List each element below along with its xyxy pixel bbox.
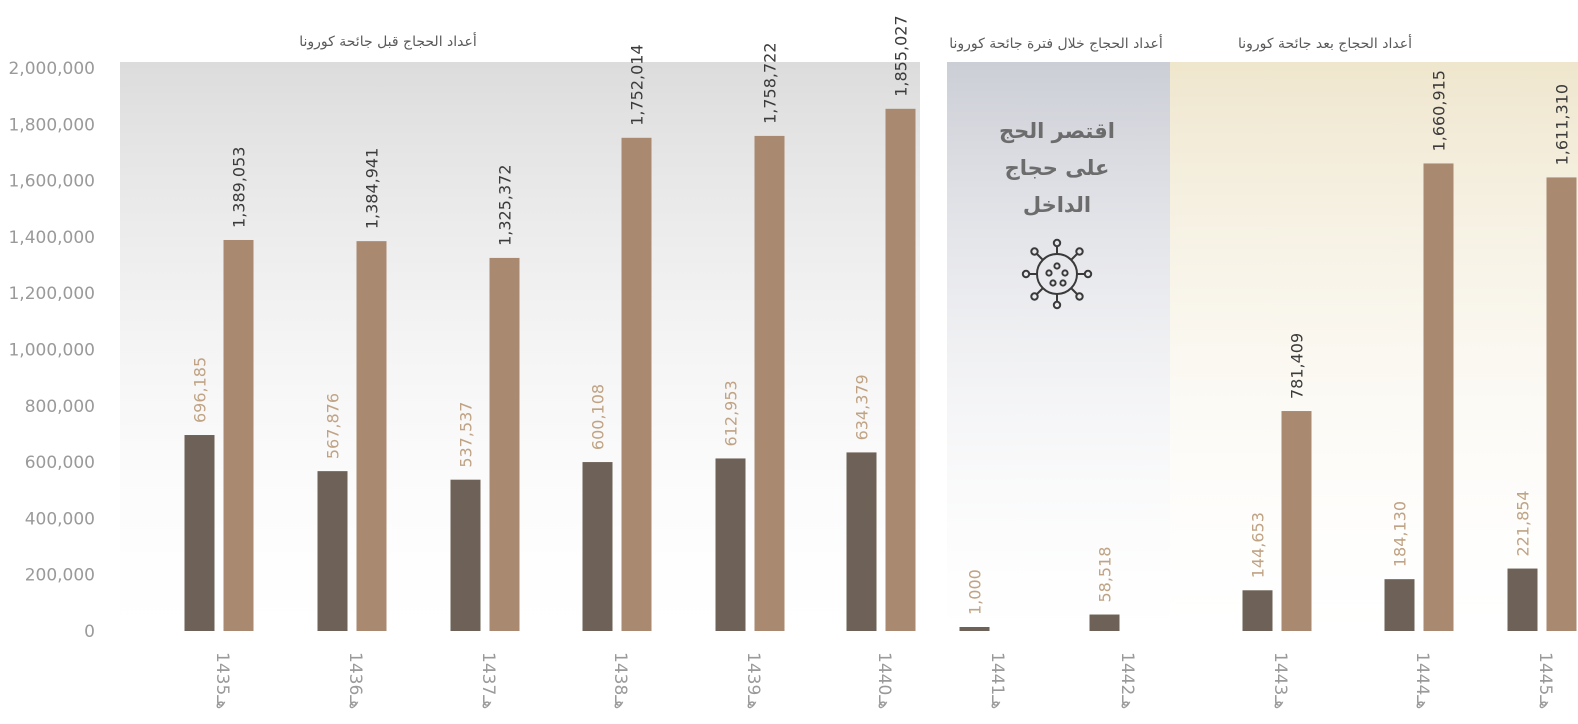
y-tick-label: 1,600,000 (8, 172, 95, 192)
y-tick-label: 0 (84, 622, 95, 642)
section-titles: أعداد الحجاج قبل جائحة كورونا أعداد الحج… (299, 32, 1412, 52)
bar-local-pilgrims (184, 435, 215, 631)
covid-note-line-2: على حجاج (1005, 156, 1110, 181)
data-label-local: 612,953 (722, 380, 741, 446)
section-title-before: أعداد الحجاج قبل جائحة كورونا (299, 32, 477, 50)
bar-total-pilgrims (223, 239, 254, 632)
data-label-local: 184,130 (1391, 501, 1410, 567)
bar-total-pilgrims (1546, 177, 1577, 631)
bar-local-pilgrims (1242, 590, 1273, 631)
section-title-during: أعداد الحجاج خلال فترة جائحة كورونا (949, 34, 1163, 52)
covid-note-line-1: اقتصر الحج (999, 119, 1115, 143)
covid-note: اقتصر الحج على حجاج الداخل (999, 119, 1115, 217)
y-tick-label: 2,000,000 (8, 59, 95, 79)
section-panel-2 (1170, 62, 1578, 637)
y-tick-label: 200,000 (25, 566, 95, 586)
data-label-total: 1,758,722 (761, 42, 780, 123)
data-label-local: 144,653 (1249, 512, 1268, 578)
bar-local-pilgrims (846, 452, 877, 631)
data-label-local: 567,876 (324, 393, 343, 459)
bar-local-pilgrims (1089, 614, 1120, 631)
bar-total-pilgrims (621, 137, 652, 632)
x-tick-label: 1441هـ (987, 652, 1007, 709)
bar-total-pilgrims (754, 135, 785, 632)
data-label-total: 1,384,941 (363, 148, 382, 229)
data-label-local: 634,379 (853, 374, 872, 440)
data-label-local: 537,537 (457, 402, 476, 468)
y-tick-label: 1,800,000 (8, 115, 95, 135)
data-label-total: 1,752,014 (628, 44, 647, 125)
y-tick-label: 400,000 (25, 509, 95, 529)
bar-local-pilgrims (582, 462, 613, 631)
data-label-total: 1,611,310 (1553, 84, 1572, 165)
x-tick-label: 1439هـ (743, 652, 763, 709)
data-label-local: 600,108 (589, 384, 608, 450)
bar-local-pilgrims (1384, 579, 1415, 631)
y-tick-label: 1,400,000 (8, 228, 95, 248)
data-label-total: 1,855,027 (892, 15, 911, 96)
bar-total-pilgrims (1281, 411, 1312, 631)
x-tick-label: 1438هـ (610, 652, 630, 709)
bar-local-pilgrims (715, 458, 746, 631)
x-tick-label: 1442هـ (1117, 652, 1137, 709)
section-panel-1 (947, 62, 1170, 637)
x-tick-label: 1443هـ (1270, 652, 1290, 709)
bar-total-pilgrims (356, 241, 387, 632)
data-label-total: 1,660,915 (1430, 70, 1449, 151)
x-tick-label: 1444هـ (1412, 652, 1432, 709)
covid-note-line-3: الداخل (1023, 193, 1091, 217)
data-label-local: 696,185 (191, 357, 210, 423)
x-tick-label: 1436هـ (345, 652, 365, 709)
y-tick-label: 600,000 (25, 453, 95, 473)
data-label-total: 1,389,053 (230, 147, 249, 228)
bar-local-pilgrims (317, 471, 348, 631)
bar-total-pilgrims (1423, 163, 1454, 631)
data-label-local: 1,000 (966, 569, 985, 615)
bar-local-pilgrims (959, 627, 990, 631)
y-tick-label: 1,200,000 (8, 284, 95, 304)
bar-total-pilgrims (885, 108, 916, 632)
x-tick-label: 1440هـ (874, 652, 894, 709)
data-label-total: 1,325,372 (496, 164, 515, 245)
data-label-local: 221,854 (1514, 490, 1533, 556)
virus-icon (1021, 238, 1093, 310)
data-label-local: 58,518 (1096, 547, 1115, 603)
bar-local-pilgrims (450, 479, 481, 631)
bar-local-pilgrims (1507, 568, 1538, 631)
y-tick-label: 1,000,000 (8, 341, 95, 361)
y-tick-label: 800,000 (25, 397, 95, 417)
data-label-total: 781,409 (1288, 333, 1307, 399)
bar-total-pilgrims (489, 257, 520, 631)
x-tick-label: 1435هـ (212, 652, 232, 709)
x-tick-label: 1437هـ (478, 652, 498, 709)
section-title-after: أعداد الحجاج بعد جائحة كورونا (1238, 34, 1412, 52)
x-tick-label: 1445هـ (1535, 652, 1555, 709)
